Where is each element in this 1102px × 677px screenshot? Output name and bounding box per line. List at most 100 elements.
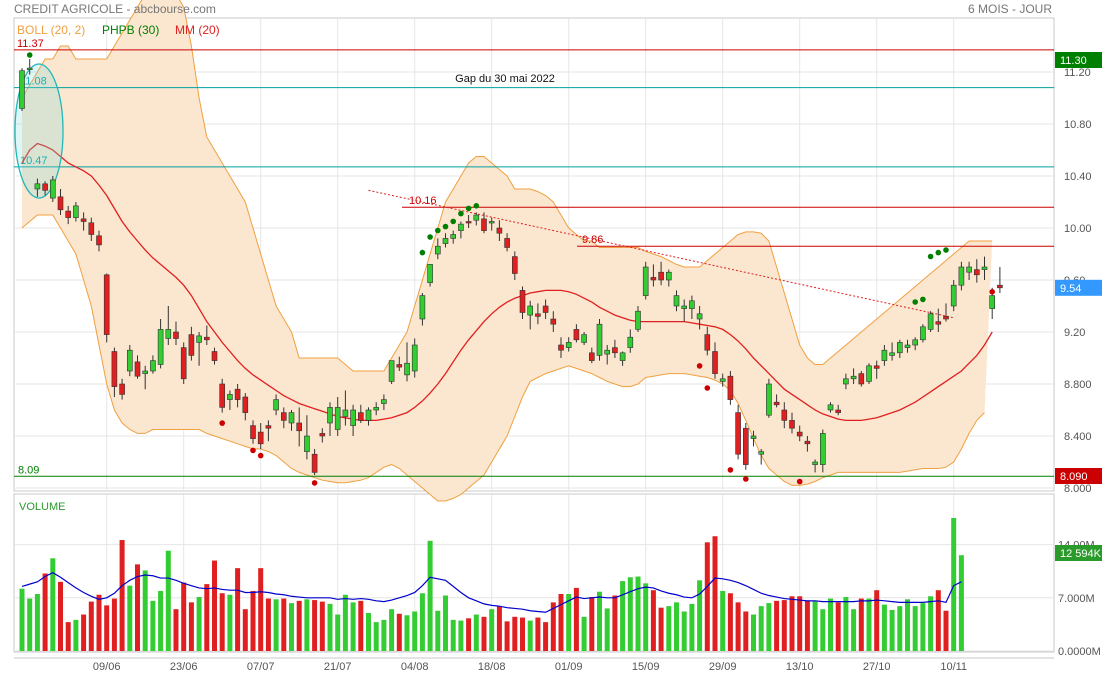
volume-bar [58, 581, 63, 651]
phpb-high-marker [935, 249, 942, 256]
volume-bar [111, 598, 117, 651]
level-label: 10.47 [20, 155, 48, 167]
last-price-tag-bg [1055, 279, 1102, 296]
candle-body [419, 295, 426, 320]
y-tick-label: 8.400 [1064, 431, 1092, 443]
volume-bar [604, 608, 610, 651]
candle-body [796, 431, 803, 437]
candle-body [204, 336, 210, 341]
volume-bar [158, 590, 164, 651]
candle-body [997, 284, 1003, 289]
phpb-high-marker [26, 52, 33, 58]
volume-bar [766, 603, 772, 651]
level-label: 11.08 [20, 76, 47, 88]
volume-bar [481, 616, 487, 651]
volume-bar [227, 594, 233, 651]
volume-bar [104, 605, 110, 651]
legend-mm: MM (20) [175, 23, 220, 37]
volume-panel [13, 493, 1055, 653]
candle-body [227, 394, 233, 400]
candle-body [142, 370, 148, 374]
candle-body [742, 427, 749, 465]
candle-body [350, 409, 356, 426]
volume-bar [851, 609, 857, 651]
candle-body [119, 383, 125, 395]
volume-bar [88, 601, 94, 651]
legend-phpb: PHPB (30) [102, 23, 160, 37]
candle-body [673, 295, 680, 307]
volume-bar [658, 607, 664, 651]
candle-body [704, 334, 711, 351]
candle-body [42, 183, 48, 191]
candle-body [843, 378, 849, 385]
bollinger-lower-line [21, 214, 985, 502]
volume-bar [119, 540, 125, 651]
period-selector[interactable]: 6 MOIS - JOUR [967, 2, 1052, 16]
candle-body [273, 399, 279, 411]
candle-body [519, 290, 526, 313]
candle-body [219, 383, 225, 408]
y-tick-label: 10.80 [1064, 119, 1092, 131]
candle-body [958, 266, 965, 286]
candle-body [565, 342, 572, 348]
phpb-low-marker [727, 467, 734, 473]
candle-body [188, 334, 195, 356]
volume-bar [350, 602, 356, 651]
level-label: 10.16 [409, 195, 437, 207]
volume-bar [928, 596, 934, 651]
candle-body [165, 329, 172, 339]
candle-body [827, 404, 834, 411]
candle-body [966, 266, 972, 273]
phpb-high-marker [458, 210, 464, 217]
volume-bar [581, 616, 587, 651]
candle-body [96, 235, 102, 246]
volume-bar [335, 614, 341, 651]
volume-bar [897, 606, 903, 651]
volume-bar [843, 597, 849, 651]
candle-body [581, 334, 587, 343]
candle-body [381, 399, 387, 404]
candle-body [904, 344, 911, 348]
volume-bar [804, 600, 810, 651]
volume-bar [389, 609, 395, 651]
volume-bar [650, 590, 656, 651]
volume-label: VOLUME [19, 501, 65, 513]
volume-bar [758, 606, 764, 651]
bollinger-upper-line [21, 0, 993, 372]
candle-body [650, 277, 657, 281]
volume-bar [889, 609, 895, 651]
candle-body [635, 310, 641, 330]
volume-bar [550, 602, 556, 651]
volume-bar [958, 555, 964, 651]
volume-bar [573, 587, 579, 651]
volume-bar [165, 550, 171, 651]
volume-bar [373, 622, 379, 651]
phpb-low-marker [704, 385, 711, 391]
volume-bar [273, 599, 279, 651]
volume-bar [135, 564, 140, 651]
volume-bar [881, 604, 887, 651]
candle-body [496, 227, 503, 234]
phpb-low-marker [219, 420, 225, 426]
candle-body [196, 335, 202, 343]
volume-y-tick-label: 7.000M [1058, 593, 1095, 605]
candle-body [896, 342, 903, 354]
x-tick-label: 23/06 [170, 661, 198, 673]
candle-body [881, 349, 888, 361]
phpb-low-marker [250, 447, 256, 454]
candle-body [619, 352, 626, 361]
candle-body [465, 221, 472, 224]
candle-body [473, 214, 480, 221]
volume-bar [19, 588, 25, 651]
price-tag-low-bg [1055, 468, 1102, 484]
volume-bar [327, 603, 333, 651]
candle-body [819, 433, 826, 465]
volume-bar [496, 606, 502, 651]
x-tick-label: 29/09 [709, 661, 737, 673]
candle-body [835, 409, 842, 413]
x-tick-label: 13/10 [786, 661, 814, 673]
candle-body [458, 223, 464, 231]
x-tick-label: 15/09 [632, 661, 660, 673]
candle-body [573, 329, 580, 341]
